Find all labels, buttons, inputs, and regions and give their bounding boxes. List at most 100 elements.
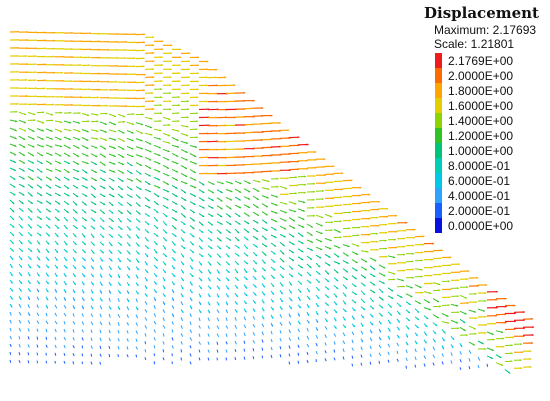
- displacement-arrowhead: [159, 129, 162, 132]
- displacement-arrowhead: [169, 108, 172, 111]
- displacement-arrowhead: [30, 201, 33, 204]
- displacement-arrowhead: [125, 73, 128, 76]
- displacement-arrowhead: [307, 305, 310, 308]
- displacement-arrowhead: [73, 282, 76, 285]
- displacement-arrowhead: [86, 130, 89, 133]
- displacement-arrowhead: [178, 64, 181, 67]
- displacement-arrowhead: [35, 47, 38, 50]
- displacement-arrowhead: [161, 64, 163, 67]
- displacement-arrow: [207, 349, 210, 353]
- displacement-arrowhead: [174, 234, 177, 237]
- displacement-arrowhead: [40, 154, 43, 157]
- displacement-arrowhead: [218, 255, 221, 258]
- displacement-arrow: [441, 353, 444, 357]
- displacement-arrowhead: [94, 162, 97, 165]
- displacement-arrowhead: [346, 261, 349, 264]
- displacement-arrowhead: [230, 182, 233, 185]
- displacement-arrowhead: [91, 291, 94, 294]
- displacement-arrowhead: [215, 68, 218, 71]
- displacement-arrowhead: [467, 270, 470, 273]
- displacement-arrowhead: [430, 266, 433, 269]
- displacement-arrowhead: [187, 108, 189, 111]
- displacement-arrowhead: [412, 276, 415, 279]
- displacement-arrowhead: [200, 239, 203, 242]
- displacement-arrowhead: [271, 308, 274, 311]
- displacement-arrowhead: [407, 311, 410, 314]
- displacement-arrowhead: [317, 288, 320, 291]
- displacement-arrowhead: [103, 203, 106, 205]
- displacement-arrowhead: [363, 276, 366, 279]
- legend-swatch: [435, 173, 442, 188]
- displacement-arrowhead: [67, 171, 70, 173]
- displacement-arrowhead: [69, 121, 72, 124]
- displacement-arrowhead: [510, 344, 513, 347]
- displacement-arrowhead: [284, 227, 287, 230]
- displacement-arrowhead: [379, 330, 381, 333]
- displacement-arrowhead: [214, 76, 217, 79]
- displacement-arrowhead: [47, 242, 50, 245]
- displacement-arrowhead: [215, 172, 218, 175]
- legend-swatch: [435, 128, 442, 143]
- displacement-arrowhead: [464, 312, 467, 315]
- displacement-arrowhead: [422, 235, 425, 238]
- displacement-arrowhead: [120, 195, 123, 198]
- displacement-arrow: [108, 297, 111, 302]
- displacement-arrowhead: [143, 89, 145, 92]
- displacement-arrowhead: [138, 212, 141, 215]
- displacement-arrow: [468, 357, 471, 362]
- displacement-arrowhead: [23, 137, 26, 140]
- displacement-arrowhead: [179, 56, 182, 59]
- displacement-arrowhead: [188, 52, 191, 55]
- displacement-arrowhead: [118, 291, 121, 294]
- displacement-arrowhead: [273, 252, 276, 255]
- displacement-arrow: [18, 352, 21, 356]
- displacement-arrow: [306, 327, 309, 332]
- displacement-arrow: [36, 352, 39, 356]
- displacement-arrowhead: [177, 120, 180, 123]
- displacement-arrowhead: [303, 201, 306, 204]
- displacement-arrowhead: [297, 160, 300, 163]
- displacement-arrowhead: [110, 243, 113, 247]
- displacement-arrowhead: [199, 295, 202, 298]
- displacement-arrow: [108, 329, 111, 334]
- displacement-arrow: [369, 345, 372, 350]
- displacement-arrowhead: [397, 336, 400, 339]
- displacement-arrowhead: [319, 240, 323, 243]
- displacement-arrowhead: [227, 270, 230, 273]
- displacement-arrowhead: [152, 100, 155, 103]
- displacement-arrowhead: [377, 208, 380, 211]
- displacement-arrowhead: [87, 120, 90, 123]
- displacement-arrowhead: [108, 291, 111, 294]
- displacement-arrow: [261, 339, 264, 343]
- displacement-arrowhead: [368, 233, 371, 236]
- displacement-arrowhead: [308, 281, 312, 284]
- displacement-arrowhead: [355, 261, 358, 263]
- displacement-arrowhead: [245, 246, 248, 249]
- displacement-arrowhead: [301, 258, 304, 261]
- displacement-arrowhead: [58, 162, 62, 164]
- displacement-arrow: [360, 330, 364, 335]
- displacement-arrowhead: [185, 182, 188, 185]
- displacement-arrowhead: [211, 191, 214, 194]
- displacement-arrow: [36, 296, 40, 301]
- displacement-arrowhead: [131, 147, 134, 150]
- displacement-arrowhead: [139, 180, 142, 183]
- displacement-arrowhead: [321, 198, 324, 201]
- displacement-arrow: [279, 330, 282, 334]
- displacement-arrowhead: [133, 57, 136, 60]
- displacement-arrowhead: [379, 338, 382, 341]
- displacement-arrow: [342, 332, 346, 337]
- displacement-arrowhead: [336, 271, 339, 274]
- displacement-arrowhead: [406, 343, 409, 346]
- displacement-arrowhead: [224, 100, 227, 103]
- displacement-arrowhead: [237, 239, 240, 242]
- displacement-arrowhead: [164, 223, 167, 226]
- displacement-arrowhead: [165, 215, 168, 217]
- displacement-arrowhead: [118, 259, 121, 263]
- displacement-arrowhead: [262, 309, 265, 312]
- displacement-arrowhead: [208, 294, 211, 298]
- displacement-arrowhead: [276, 177, 279, 180]
- displacement-arrowhead: [133, 89, 136, 92]
- displacement-arrowhead: [50, 137, 53, 140]
